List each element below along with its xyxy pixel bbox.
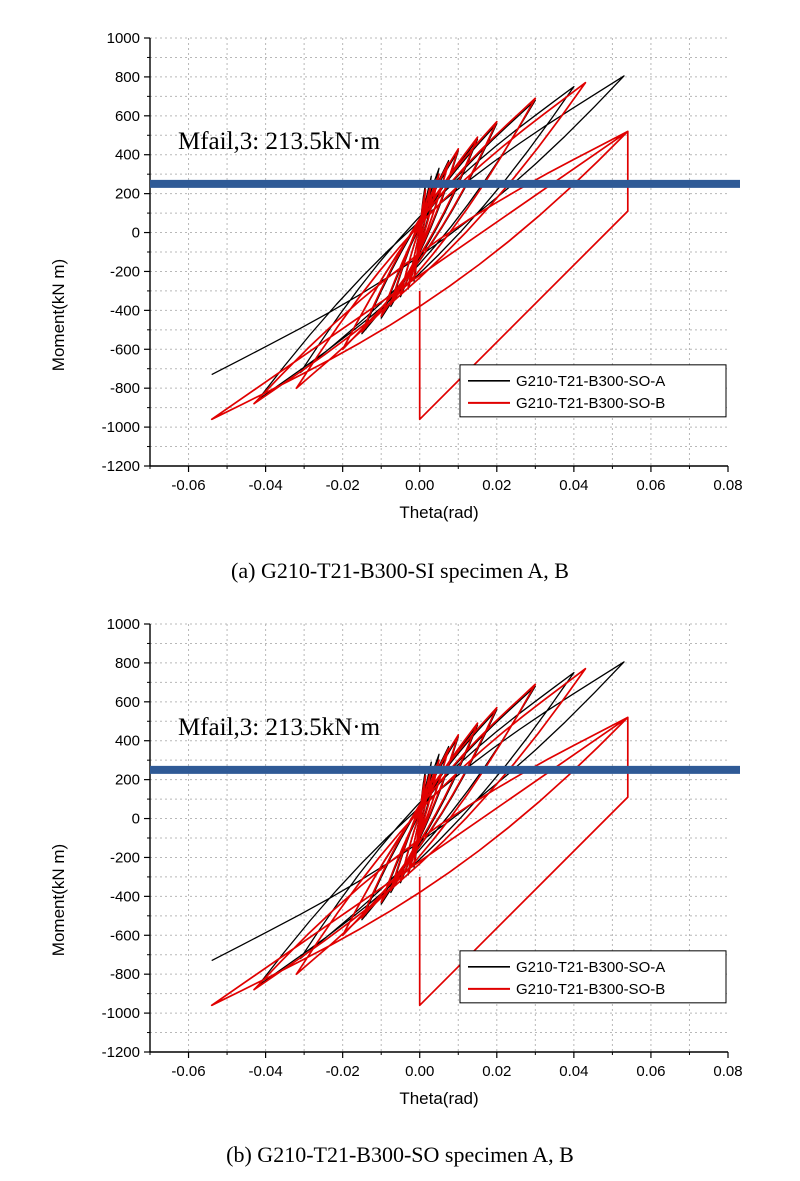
y-tick-label: 400 — [115, 733, 140, 750]
x-tick-label: 0.06 — [636, 1063, 665, 1080]
legend-label-b: G210-T21-B300-SO-B — [516, 395, 665, 412]
y-tick-label: -1200 — [102, 1044, 140, 1061]
x-tick-label: -0.04 — [248, 477, 282, 494]
series-line-b — [210, 81, 629, 421]
y-tick-label: -400 — [110, 888, 140, 905]
x-tick-label: 0.08 — [713, 477, 742, 494]
x-tick-label: 0.02 — [482, 1063, 511, 1080]
legend: G210-T21-B300-SO-A G210-T21-B300-SO-B — [459, 950, 727, 1004]
y-tick-label: 1000 — [107, 616, 140, 633]
x-tick-label: -0.04 — [248, 1063, 282, 1080]
legend-box — [459, 950, 727, 1004]
y-tick-label: -600 — [110, 341, 140, 358]
y-tick-label: 800 — [115, 69, 140, 86]
y-axis-title: Moment(kN m) — [49, 259, 68, 371]
legend-label-b: G210-T21-B300-SO-B — [516, 981, 665, 998]
figure-caption: (b) G210-T21-B300-SO specimen A, B — [226, 1142, 574, 1167]
y-tick-label: -800 — [110, 380, 140, 397]
y-tick-label: 200 — [115, 186, 140, 203]
mfail-annotation: Mfail,3: 213.5kN·m — [178, 714, 381, 741]
y-tick-label: -600 — [110, 927, 140, 944]
y-tick-label: -1000 — [102, 1005, 140, 1022]
x-tick-label: -0.06 — [171, 1063, 205, 1080]
x-axis-title: Theta(rad) — [399, 503, 478, 522]
x-tick-label: 0.02 — [482, 477, 511, 494]
x-tick-label: 0.08 — [713, 1063, 742, 1080]
x-tick-label: -0.06 — [171, 477, 205, 494]
y-tick-label: -1200 — [102, 458, 140, 475]
x-tick-label: 0.04 — [559, 1063, 588, 1080]
y-tick-label: 0 — [132, 225, 140, 242]
y-tick-label: -800 — [110, 966, 140, 983]
legend-box — [459, 364, 727, 418]
y-tick-label: -400 — [110, 302, 140, 319]
x-tick-label: 0.00 — [405, 477, 434, 494]
y-tick-label: 1000 — [107, 30, 140, 47]
y-tick-label: 0 — [132, 811, 140, 828]
series-line-b — [210, 667, 629, 1007]
figure-caption: (a) G210-T21-B300-SI specimen A, B — [231, 558, 569, 583]
y-tick-label: 800 — [115, 655, 140, 672]
y-tick-label: -200 — [110, 263, 140, 280]
y-axis-title: Moment(kN m) — [49, 844, 68, 956]
x-tick-label: -0.02 — [326, 1063, 360, 1080]
y-tick-label: 600 — [115, 108, 140, 125]
y-tick-label: -200 — [110, 849, 140, 866]
y-tick-label: 400 — [115, 147, 140, 164]
legend-label-a: G210-T21-B300-SO-A — [516, 373, 665, 390]
legend: G210-T21-B300-SO-A G210-T21-B300-SO-B — [459, 364, 727, 418]
x-axis-title: Theta(rad) — [399, 1089, 478, 1108]
x-tick-label: 0.00 — [405, 1063, 434, 1080]
y-tick-label: -1000 — [102, 419, 140, 436]
y-tick-label: 600 — [115, 694, 140, 711]
x-tick-label: -0.02 — [326, 477, 360, 494]
mfail-annotation: Mfail,3: 213.5kN·m — [178, 128, 381, 155]
x-tick-label: 0.06 — [636, 477, 665, 494]
legend-label-a: G210-T21-B300-SO-A — [516, 959, 665, 976]
chart-panel-a: 1000 800 600 400 200 0 -200 -400 -600 -800 -1000 -1… — [49, 30, 743, 583]
x-tick-label: 0.04 — [559, 477, 588, 494]
chart-panel-b: 1000 800 600 400 200 0 -200 -400 -600 -800 -1000 -1… — [49, 616, 743, 1167]
y-tick-label: 200 — [115, 772, 140, 789]
